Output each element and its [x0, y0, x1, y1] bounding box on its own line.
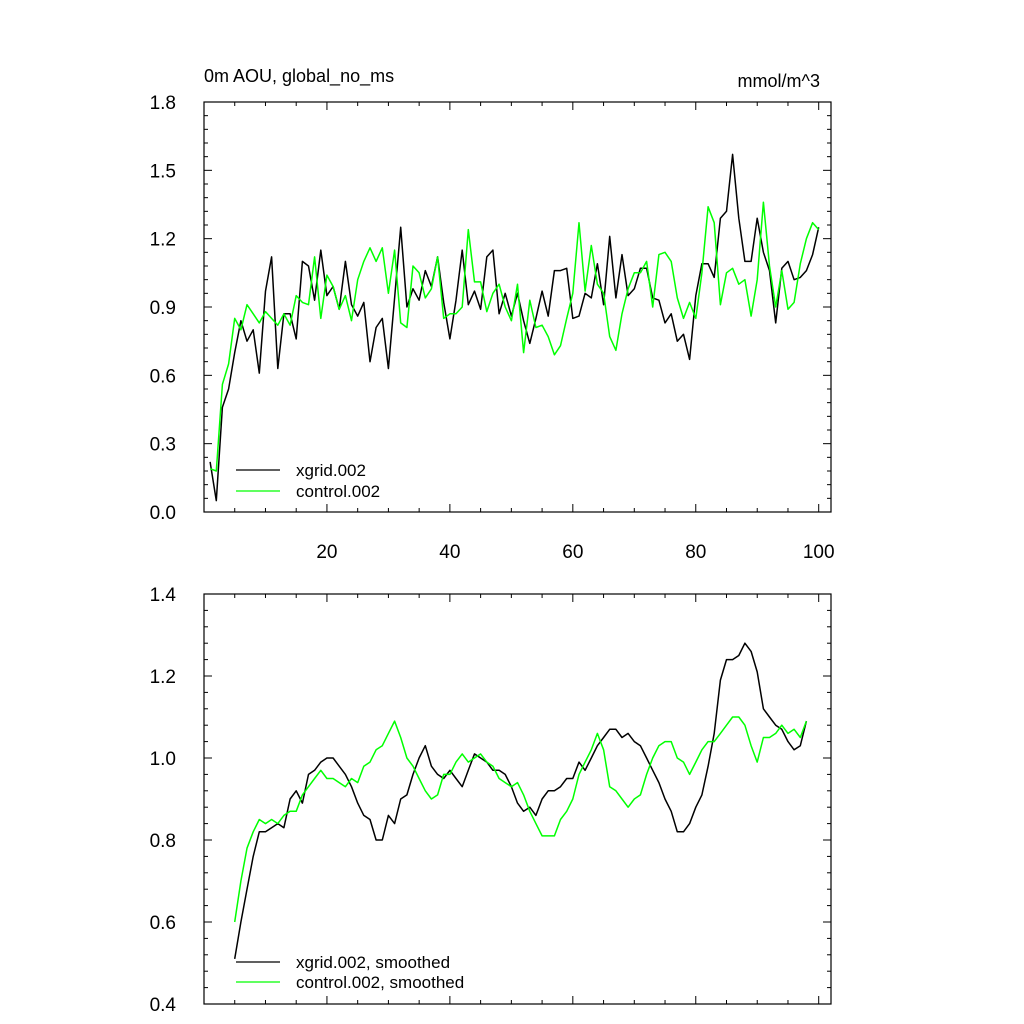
bottom-panel: 0.4 0.6 0.8 1.0 1.2 1.4 xgrid.002, smoothed c…: [150, 585, 832, 1016]
y-tick-label: 1.2: [150, 667, 176, 688]
bottom-plot-frame: [203, 593, 832, 1005]
y-tick-label: 1.0: [150, 749, 176, 770]
x-tick-label: 40: [439, 542, 460, 563]
y-tick-label: 0.6: [150, 913, 176, 934]
y-tick-label: 0.0: [150, 503, 176, 524]
series-line-control-002-smoothed: [233, 716, 808, 923]
top-panel-ticks: 0.0 0.3 0.6 0.9 1.2 1.5 1.8 20 40 60 80 100: [150, 93, 835, 563]
x-tick-label: 100: [803, 542, 835, 563]
top-plot-frame: [203, 101, 832, 513]
y-tick-label: 0.4: [150, 995, 177, 1016]
top-panel: 0m AOU, global_no_ms mmol/m^3 0.00.30.60…: [150, 66, 835, 563]
y-tick-label: 0.8: [150, 831, 176, 852]
series-line-xgrid-002-smoothed: [233, 642, 808, 960]
bottom-panel-lines: [233, 642, 808, 960]
x-tick-label: 80: [685, 542, 706, 563]
series-line-control-002: [209, 201, 820, 472]
y-tick-label: 0.3: [150, 435, 176, 456]
x-tick-label: 60: [562, 542, 583, 563]
legend-label-control: control.002: [296, 482, 380, 501]
legend-label-xgrid-smoothed: xgrid.002, smoothed: [296, 953, 450, 972]
y-tick-label: 1.2: [150, 230, 176, 251]
y-tick-label: 0.6: [150, 366, 176, 387]
top-panel-lines: [209, 153, 820, 502]
y-tick-label: 0.9: [150, 298, 176, 319]
top-panel-title: 0m AOU, global_no_ms: [204, 66, 394, 87]
top-legend: xgrid.002 control.002: [236, 461, 380, 501]
y-tick-label: 1.5: [150, 161, 176, 182]
legend-label-xgrid: xgrid.002: [296, 461, 366, 480]
y-tick-label: 1.8: [150, 93, 176, 114]
x-tick-label: 20: [316, 542, 337, 563]
bottom-legend: xgrid.002, smoothed control.002, smoothe…: [236, 953, 464, 992]
legend-label-control-smoothed: control.002, smoothed: [296, 973, 464, 992]
y-tick-label: 1.4: [150, 585, 177, 606]
top-panel-units: mmol/m^3: [738, 71, 820, 91]
